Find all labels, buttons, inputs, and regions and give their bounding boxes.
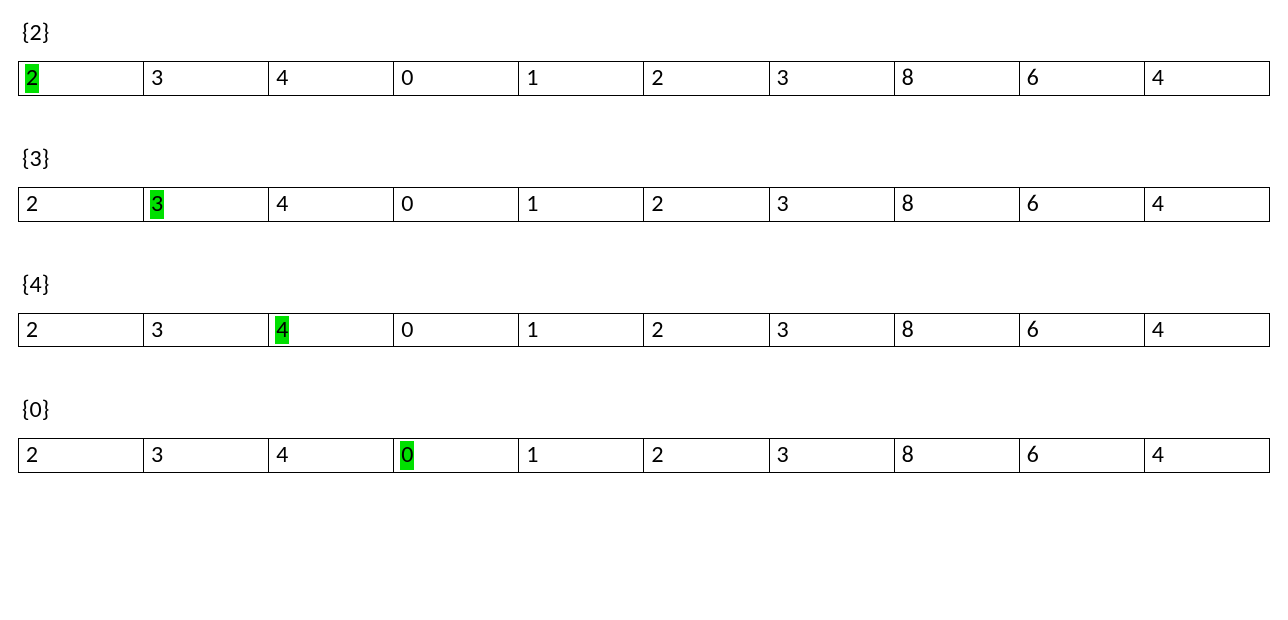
array-cell: 4 bbox=[269, 188, 394, 221]
cell-value: 6 bbox=[1026, 64, 1040, 93]
array-cell: 0 bbox=[394, 439, 519, 472]
cell-value: 8 bbox=[901, 64, 915, 93]
array-cell: 2 bbox=[644, 188, 769, 221]
array-cell: 6 bbox=[1020, 62, 1145, 95]
array-cell: 8 bbox=[895, 62, 1020, 95]
array-cell: 6 bbox=[1020, 314, 1145, 347]
array-cell: 4 bbox=[1145, 439, 1269, 472]
cell-value: 0 bbox=[400, 190, 414, 219]
array-cell: 3 bbox=[144, 439, 269, 472]
cell-value: 8 bbox=[901, 441, 915, 470]
cell-value: 1 bbox=[525, 441, 539, 470]
array-cell: 4 bbox=[269, 62, 394, 95]
array-cell: 3 bbox=[770, 188, 895, 221]
highlighted-value: 3 bbox=[150, 190, 164, 219]
cell-value: 3 bbox=[776, 316, 790, 345]
cell-value: 2 bbox=[650, 441, 664, 470]
array-cell: 2 bbox=[19, 439, 144, 472]
array-cell: 1 bbox=[519, 439, 644, 472]
cell-value: 3 bbox=[776, 441, 790, 470]
cell-value: 3 bbox=[150, 441, 164, 470]
cell-value: 3 bbox=[150, 64, 164, 93]
array-cell: 3 bbox=[770, 314, 895, 347]
cell-value: 8 bbox=[901, 316, 915, 345]
cell-value: 6 bbox=[1026, 316, 1040, 345]
array-cell: 3 bbox=[770, 439, 895, 472]
array-cell: 4 bbox=[269, 439, 394, 472]
array-cell: 4 bbox=[1145, 188, 1269, 221]
cell-value: 4 bbox=[1151, 441, 1165, 470]
array-cell: 2 bbox=[644, 439, 769, 472]
array-cell: 8 bbox=[895, 314, 1020, 347]
array-cell: 2 bbox=[644, 314, 769, 347]
highlighted-value: 4 bbox=[275, 316, 289, 345]
cell-value: 2 bbox=[25, 316, 39, 345]
highlighted-value: 2 bbox=[25, 64, 39, 93]
array-cell: 0 bbox=[394, 62, 519, 95]
array-cell: 3 bbox=[144, 314, 269, 347]
step-0: {2} 2 3 4 0 1 2 3 8 6 4 bbox=[18, 18, 1270, 96]
cell-value: 1 bbox=[525, 64, 539, 93]
highlighted-value: 0 bbox=[400, 441, 414, 470]
array-cell: 4 bbox=[1145, 314, 1269, 347]
array-cell: 4 bbox=[269, 314, 394, 347]
cell-value: 4 bbox=[1151, 190, 1165, 219]
step-label: {3} bbox=[22, 144, 1270, 173]
cell-value: 4 bbox=[275, 441, 289, 470]
array-cell: 1 bbox=[519, 188, 644, 221]
array-cell: 3 bbox=[144, 188, 269, 221]
cell-value: 8 bbox=[901, 190, 915, 219]
array-cell: 1 bbox=[519, 314, 644, 347]
step-label: {2} bbox=[22, 18, 1270, 47]
array-cell: 8 bbox=[895, 188, 1020, 221]
array-cell: 2 bbox=[19, 188, 144, 221]
array-cell: 0 bbox=[394, 188, 519, 221]
cell-value: 2 bbox=[25, 190, 39, 219]
cell-value: 6 bbox=[1026, 441, 1040, 470]
array-cell: 2 bbox=[644, 62, 769, 95]
array-cell: 6 bbox=[1020, 439, 1145, 472]
step-2: {4} 2 3 4 0 1 2 3 8 6 4 bbox=[18, 270, 1270, 348]
array-cell: 6 bbox=[1020, 188, 1145, 221]
cell-value: 4 bbox=[275, 190, 289, 219]
array-cell: 0 bbox=[394, 314, 519, 347]
array-cell: 8 bbox=[895, 439, 1020, 472]
cell-value: 6 bbox=[1026, 190, 1040, 219]
array-cell: 4 bbox=[1145, 62, 1269, 95]
cell-value: 2 bbox=[650, 64, 664, 93]
array-cell: 2 bbox=[19, 314, 144, 347]
array-cell: 3 bbox=[144, 62, 269, 95]
array-row: 2 3 4 0 1 2 3 8 6 4 bbox=[18, 61, 1270, 96]
array-cell: 1 bbox=[519, 62, 644, 95]
cell-value: 0 bbox=[400, 64, 414, 93]
array-cell: 2 bbox=[19, 62, 144, 95]
cell-value: 2 bbox=[650, 190, 664, 219]
cell-value: 1 bbox=[525, 316, 539, 345]
cell-value: 3 bbox=[776, 190, 790, 219]
cell-value: 4 bbox=[1151, 316, 1165, 345]
cell-value: 3 bbox=[150, 316, 164, 345]
cell-value: 0 bbox=[400, 316, 414, 345]
array-cell: 3 bbox=[770, 62, 895, 95]
step-1: {3} 2 3 4 0 1 2 3 8 6 4 bbox=[18, 144, 1270, 222]
cell-value: 2 bbox=[650, 316, 664, 345]
step-label: {0} bbox=[22, 395, 1270, 424]
array-row: 2 3 4 0 1 2 3 8 6 4 bbox=[18, 187, 1270, 222]
cell-value: 4 bbox=[1151, 64, 1165, 93]
array-row: 2 3 4 0 1 2 3 8 6 4 bbox=[18, 313, 1270, 348]
step-label: {4} bbox=[22, 270, 1270, 299]
step-3: {0} 2 3 4 0 1 2 3 8 6 4 bbox=[18, 395, 1270, 473]
cell-value: 2 bbox=[25, 441, 39, 470]
cell-value: 1 bbox=[525, 190, 539, 219]
cell-value: 3 bbox=[776, 64, 790, 93]
cell-value: 4 bbox=[275, 64, 289, 93]
array-row: 2 3 4 0 1 2 3 8 6 4 bbox=[18, 438, 1270, 473]
